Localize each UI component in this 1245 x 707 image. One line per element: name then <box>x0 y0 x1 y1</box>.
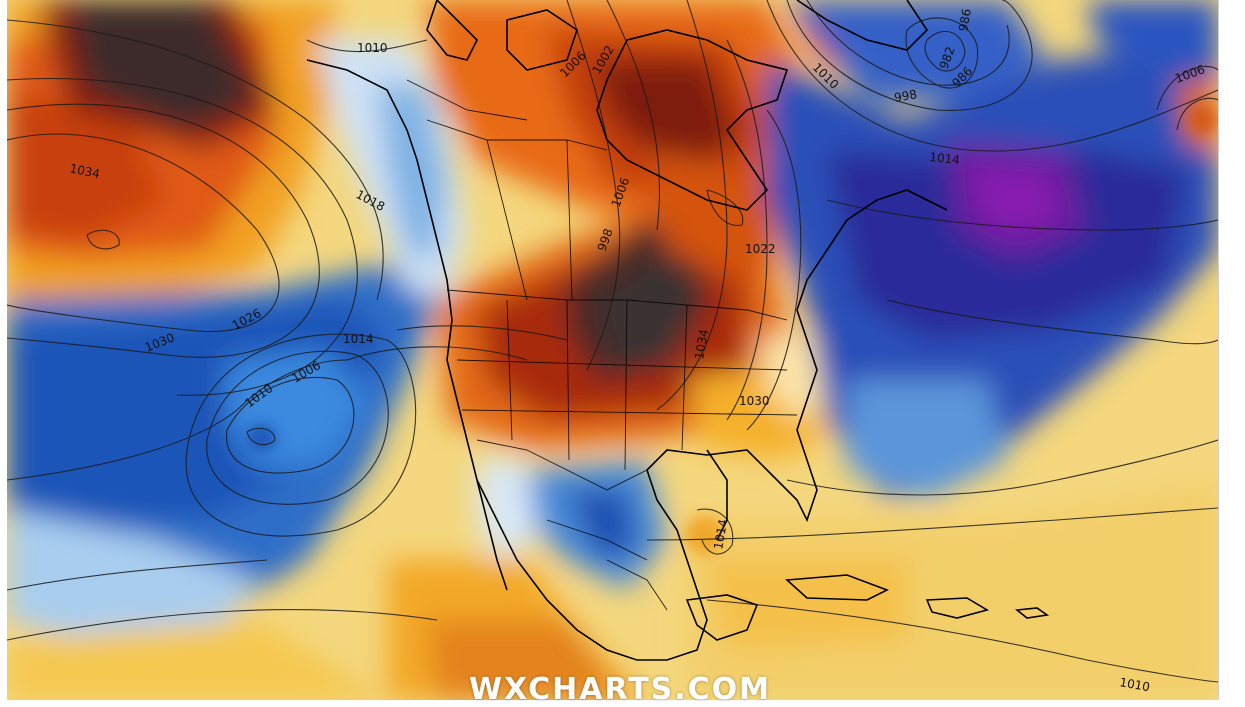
isobar-label-1014-gulf: 1014 <box>711 518 730 551</box>
isobar-label-1030-e: 1030 <box>739 394 770 408</box>
isobar-label-1022-e: 1022 <box>745 242 776 256</box>
political-borders <box>406 79 798 611</box>
anomaly-detail <box>248 106 1216 555</box>
temperature-anomaly-map: 1010 1034 1018 1030 1026 1014 1010 1006 … <box>7 0 1218 700</box>
isobar-label-1014-atl: 1014 <box>929 150 961 167</box>
isobar-label-1034-e: 1034 <box>692 328 711 361</box>
isobar-lines <box>7 0 1218 683</box>
isobar-label-1010-nw: 1010 <box>357 41 388 55</box>
weather-map: 1010 1034 1018 1030 1026 1014 1010 1006 … <box>7 0 1218 700</box>
isobar-label-986-ne: 986 <box>956 8 974 33</box>
isobar-label-998-ne: 998 <box>893 87 918 105</box>
isobar-label-1034: 1034 <box>68 161 101 181</box>
coastlines <box>306 0 1050 661</box>
watermark-text: WXCHARTS.COM <box>468 672 772 707</box>
isobar-label-1010-se: 1010 <box>1118 675 1151 694</box>
frame-border <box>1218 0 1219 700</box>
isobar-label-1014-w: 1014 <box>343 332 374 346</box>
